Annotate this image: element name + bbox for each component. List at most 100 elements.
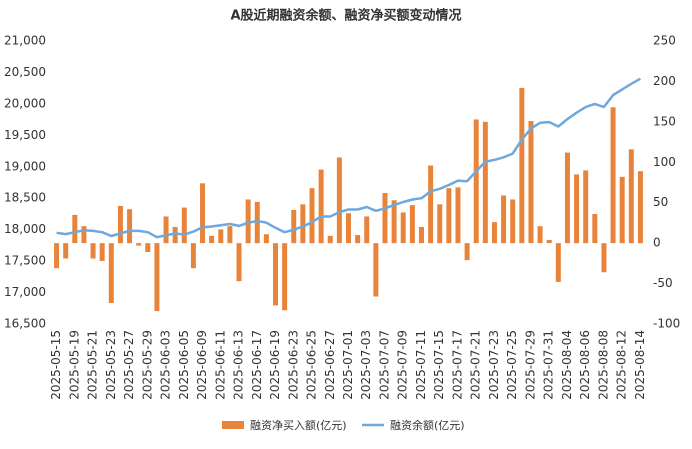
bar	[209, 235, 215, 244]
bar	[346, 213, 351, 244]
bar	[528, 121, 534, 244]
bar	[628, 149, 634, 244]
bar	[601, 243, 607, 273]
x-tick-label: 2025-05-29	[140, 330, 154, 400]
bar	[519, 87, 525, 244]
x-tick-label: 2025-06-17	[250, 330, 264, 400]
bar	[327, 235, 333, 244]
x-tick-label: 2025-08-04	[560, 330, 574, 400]
bar	[336, 157, 342, 244]
x-tick-label: 2025-07-17	[450, 330, 464, 400]
legend-swatch	[222, 421, 244, 429]
x-tick-label: 2025-07-03	[359, 330, 373, 400]
chart-title: A股近期融资余额、融资净买额变动情况	[230, 8, 461, 24]
bar	[491, 222, 497, 244]
x-tick-label: 2025-07-21	[469, 330, 483, 400]
x-tick-label: 2025-07-23	[487, 330, 501, 400]
bar	[555, 243, 561, 282]
legend-label: 融资余额(亿元)	[390, 418, 465, 432]
x-tick-label: 2025-07-07	[377, 330, 391, 400]
x-tick-label: 2025-05-27	[122, 330, 136, 400]
x-tick-label: 2025-06-25	[305, 330, 319, 400]
x-tick-label: 2025-06-09	[195, 330, 209, 400]
bar	[254, 201, 260, 244]
bar	[537, 226, 543, 244]
bar	[510, 199, 516, 244]
bar	[236, 243, 242, 282]
x-tick-label: 2025-07-11	[414, 330, 428, 400]
bar	[154, 243, 160, 312]
x-tick-label: 2025-08-08	[596, 330, 610, 400]
bar	[163, 216, 169, 244]
x-tick-label: 2025-05-23	[104, 330, 118, 400]
y-tick-label: 16,500	[4, 317, 46, 331]
y2-tick-label: 100	[653, 155, 676, 169]
line	[56, 77, 642, 239]
bar	[418, 226, 424, 244]
x-tick-label: 2025-06-05	[177, 330, 191, 400]
bar	[263, 234, 269, 244]
bar	[300, 204, 306, 244]
y-tick-label: 21,000	[4, 34, 46, 48]
x-tick-label: 2025-06-27	[323, 330, 337, 400]
x-tick-label: 2025-05-21	[86, 330, 100, 400]
bar	[373, 243, 379, 297]
x-tick-label: 2025-05-19	[67, 330, 81, 400]
legend-label: 融资净买入额(亿元)	[250, 418, 347, 432]
y-tick-label: 20,000	[4, 96, 46, 110]
x-tick-label: 2025-08-14	[633, 330, 647, 400]
bar	[583, 170, 589, 244]
bar	[318, 169, 324, 244]
bar	[99, 243, 105, 261]
bar	[482, 121, 488, 244]
bar	[391, 200, 397, 244]
bar	[72, 214, 78, 244]
x-tick-label: 2025-05-15	[49, 330, 63, 400]
bar	[81, 226, 87, 244]
bar	[455, 187, 461, 244]
x-tick-label: 2025-07-31	[542, 330, 556, 400]
bar	[218, 229, 224, 244]
bar	[63, 243, 69, 259]
x-tick-label: 2025-08-06	[578, 330, 592, 400]
y2-tick-label: -50	[653, 276, 673, 290]
bar	[127, 209, 133, 244]
bar	[501, 195, 507, 244]
bar	[245, 199, 251, 244]
x-tick-label: 2025-06-03	[159, 330, 173, 400]
y2-tick-label: -100	[653, 317, 680, 331]
bar	[145, 243, 151, 253]
bar	[117, 205, 123, 244]
bar	[200, 183, 206, 244]
x-tick-label: 2025-06-19	[268, 330, 282, 400]
y-tick-label: 18,500	[4, 191, 46, 205]
bar	[400, 212, 406, 244]
bar	[364, 216, 370, 244]
bar	[172, 226, 178, 244]
x-tick-label: 2025-06-13	[232, 330, 246, 400]
bar	[108, 243, 114, 303]
y2-tick-label: 150	[653, 114, 676, 128]
bar	[54, 243, 60, 269]
y2-tick-label: 250	[653, 34, 676, 48]
bar	[90, 243, 96, 259]
bar	[355, 235, 361, 244]
bar	[437, 204, 443, 244]
bar	[227, 226, 233, 244]
x-tick-label: 2025-06-11	[213, 330, 227, 400]
bar	[282, 243, 288, 311]
bar	[273, 243, 279, 306]
x-tick-label: 2025-07-25	[505, 330, 519, 400]
bar	[546, 239, 552, 244]
x-tick-label: 2025-07-29	[523, 330, 537, 400]
y-tick-label: 19,000	[4, 159, 46, 173]
bar	[190, 243, 196, 269]
x-tick-label: 2025-07-15	[432, 330, 446, 400]
y2-tick-label: 0	[653, 236, 661, 250]
bar	[464, 243, 470, 261]
x-tick-label: 2025-06-23	[286, 330, 300, 400]
bar	[409, 205, 415, 244]
x-tick-label: 2025-08-12	[615, 330, 629, 400]
bar	[619, 176, 625, 244]
y2-tick-label: 50	[653, 195, 668, 209]
